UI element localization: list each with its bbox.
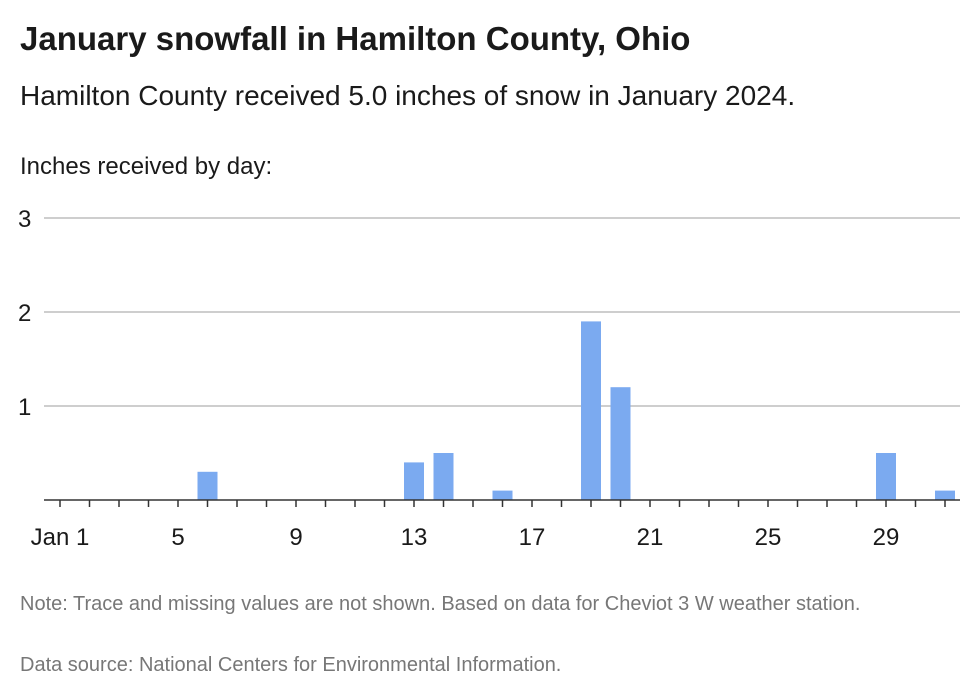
bar <box>935 490 955 500</box>
x-tick-label: 9 <box>289 524 302 551</box>
x-tick-label: 21 <box>637 524 664 551</box>
chart-title: January snowfall in Hamilton County, Ohi… <box>20 20 691 57</box>
chart-subtitle: Hamilton County received 5.0 inches of s… <box>20 80 796 111</box>
x-tick-label: 25 <box>755 524 782 551</box>
chart-note: Note: Trace and missing values are not s… <box>20 593 861 615</box>
data-source: Data source: National Centers for Enviro… <box>20 654 562 676</box>
bar <box>876 453 896 500</box>
y-axis-label: Inches received by day: <box>20 153 273 180</box>
bar <box>404 462 424 500</box>
snowfall-bar-chart: 1 2 3 Jan 1 5 9 13 17 21 25 29 <box>18 206 960 551</box>
bars <box>197 321 955 500</box>
x-tick-label: 5 <box>171 524 184 551</box>
y-tick-label: 3 <box>18 206 31 233</box>
x-tick-label: 17 <box>519 524 546 551</box>
gridlines: 1 2 3 <box>18 206 960 421</box>
bar <box>433 453 454 500</box>
x-tick-label: 29 <box>873 524 900 551</box>
x-tick-label: Jan 1 <box>31 524 90 551</box>
bar <box>492 490 513 500</box>
y-tick-label: 2 <box>18 300 31 327</box>
x-tick-label: 13 <box>401 524 428 551</box>
y-tick-label: 1 <box>18 394 31 421</box>
bar <box>197 471 218 500</box>
bar <box>610 387 631 500</box>
x-axis: Jan 1 5 9 13 17 21 25 29 <box>31 499 960 551</box>
bar <box>581 321 601 500</box>
